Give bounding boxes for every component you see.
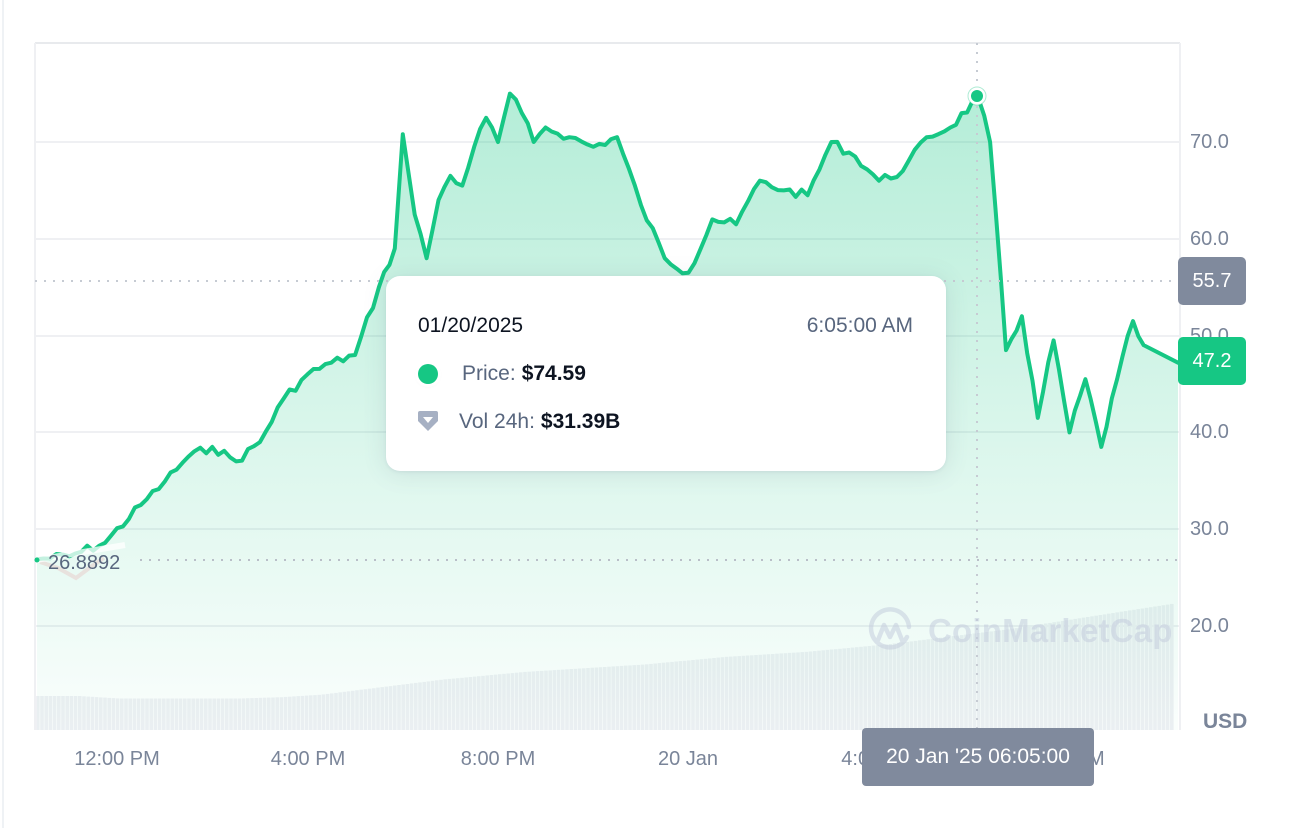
tooltip-date: 01/20/2025 bbox=[418, 314, 524, 337]
tooltip-volume-value: $31.39B bbox=[540, 410, 621, 433]
x-tick-8pm: 8:00 PM bbox=[460, 748, 536, 770]
tooltip-price-row: Price: $74.59 bbox=[418, 362, 586, 386]
x-tick-12pm: 12:00 PM bbox=[74, 748, 160, 770]
price-dot-icon bbox=[418, 364, 438, 384]
y-tick-20: 20.0 bbox=[1190, 615, 1229, 637]
currency-label: USD bbox=[1203, 710, 1248, 733]
x-tick-4pm: 4:00 PM bbox=[270, 748, 346, 770]
start-marker bbox=[34, 557, 40, 563]
y-tick-70: 70.0 bbox=[1190, 131, 1229, 153]
x-tick-20jan: 20 Jan bbox=[657, 748, 719, 770]
y-tick-60: 60.0 bbox=[1190, 228, 1229, 250]
hover-tooltip: 01/20/2025 6:05:00 AM Price: $74.59 Vol … bbox=[386, 276, 946, 471]
crosshair-time-badge: 20 Jan '25 06:05:00 bbox=[862, 728, 1094, 786]
start-price-label: 26.8892 bbox=[48, 552, 121, 574]
tooltip-volume-row: Vol 24h: $31.39B bbox=[418, 409, 620, 435]
y-tick-30: 30.0 bbox=[1190, 518, 1229, 540]
tooltip-time: 6:05:00 AM bbox=[806, 314, 913, 337]
tooltip-volume-label: Vol 24h: bbox=[459, 410, 535, 433]
watermark: CoinMarketCap bbox=[866, 607, 1173, 655]
hover-point[interactable] bbox=[971, 90, 983, 102]
volume-marker-icon bbox=[418, 411, 438, 431]
tooltip-price-label: Price: bbox=[462, 362, 516, 385]
coinmarketcap-logo-icon bbox=[868, 607, 912, 650]
y-tick-40: 40.0 bbox=[1190, 421, 1229, 443]
tooltip-price-value: $74.59 bbox=[521, 362, 586, 385]
last-price-badge: 47.2 bbox=[1178, 337, 1246, 385]
watermark-text: CoinMarketCap bbox=[928, 612, 1173, 649]
crosshair-price-badge: 55.7 bbox=[1178, 257, 1246, 305]
left-border bbox=[2, 0, 4, 828]
